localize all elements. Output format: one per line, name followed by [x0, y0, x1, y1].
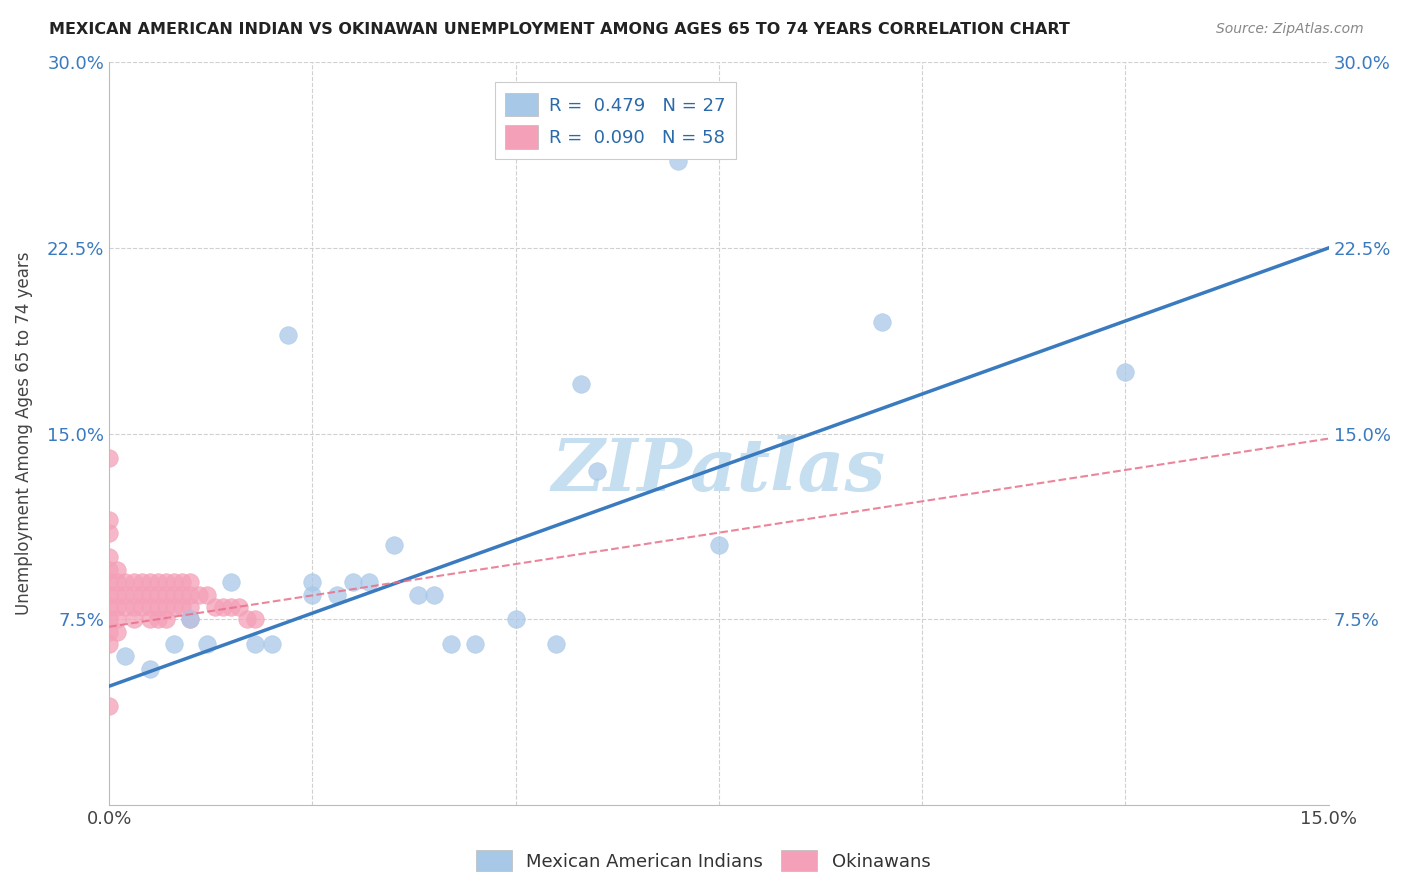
Point [122, 575, 145, 590]
Point [98, 588, 121, 602]
Point [440, 637, 463, 651]
Point [219, 599, 242, 614]
Point [163, 588, 186, 602]
Point [105, 588, 128, 602]
Point [105, 563, 128, 577]
Point [163, 637, 186, 651]
Point [114, 599, 136, 614]
Point [260, 637, 283, 651]
Point [423, 588, 446, 602]
Point [114, 575, 136, 590]
Point [146, 612, 169, 626]
Point [114, 588, 136, 602]
Point [277, 327, 299, 342]
Point [98, 563, 121, 577]
Point [114, 649, 136, 664]
Point [98, 451, 121, 466]
Point [146, 575, 169, 590]
Point [139, 599, 162, 614]
Point [98, 575, 121, 590]
Point [464, 637, 486, 651]
Point [155, 575, 177, 590]
Point [139, 575, 162, 590]
Point [342, 575, 364, 590]
Point [105, 599, 128, 614]
Point [870, 315, 893, 329]
Point [245, 637, 267, 651]
Point [98, 525, 121, 540]
Point [179, 612, 201, 626]
Legend: R =  0.479   N = 27, R =  0.090   N = 58: R = 0.479 N = 27, R = 0.090 N = 58 [495, 82, 735, 160]
Point [98, 599, 121, 614]
Point [301, 575, 323, 590]
Point [569, 377, 592, 392]
Point [505, 612, 527, 626]
Point [122, 599, 145, 614]
Point [98, 513, 121, 527]
Point [546, 637, 568, 651]
Point [98, 699, 121, 714]
Point [187, 588, 209, 602]
Point [172, 588, 194, 602]
Point [155, 599, 177, 614]
Point [301, 588, 323, 602]
Text: MEXICAN AMERICAN INDIAN VS OKINAWAN UNEMPLOYMENT AMONG AGES 65 TO 74 YEARS CORRE: MEXICAN AMERICAN INDIAN VS OKINAWAN UNEM… [49, 22, 1070, 37]
Y-axis label: Unemployment Among Ages 65 to 74 years: Unemployment Among Ages 65 to 74 years [15, 252, 32, 615]
Point [146, 588, 169, 602]
Point [179, 575, 201, 590]
Point [179, 612, 201, 626]
Point [172, 599, 194, 614]
Text: Source: ZipAtlas.com: Source: ZipAtlas.com [1216, 22, 1364, 37]
Point [586, 464, 609, 478]
Point [179, 588, 201, 602]
Point [146, 599, 169, 614]
Point [155, 588, 177, 602]
Point [98, 624, 121, 639]
Point [131, 588, 153, 602]
Point [707, 538, 730, 552]
Point [131, 575, 153, 590]
Point [326, 588, 349, 602]
Point [122, 588, 145, 602]
Point [172, 575, 194, 590]
Point [163, 599, 186, 614]
Point [212, 599, 235, 614]
Point [204, 599, 226, 614]
Point [228, 599, 250, 614]
Point [666, 154, 689, 169]
Point [122, 612, 145, 626]
Legend: Mexican American Indians, Okinawans: Mexican American Indians, Okinawans [468, 843, 938, 879]
Point [406, 588, 429, 602]
Text: ZIPatlas: ZIPatlas [553, 435, 886, 507]
Point [105, 612, 128, 626]
Point [98, 637, 121, 651]
Point [195, 637, 218, 651]
Point [139, 662, 162, 676]
Point [219, 575, 242, 590]
Point [139, 588, 162, 602]
Point [1114, 365, 1136, 379]
Point [236, 612, 259, 626]
Point [359, 575, 381, 590]
Point [195, 588, 218, 602]
Point [155, 612, 177, 626]
Point [179, 599, 201, 614]
Point [139, 612, 162, 626]
Point [98, 612, 121, 626]
Point [98, 550, 121, 565]
Point [131, 599, 153, 614]
Point [105, 624, 128, 639]
Point [245, 612, 267, 626]
Point [382, 538, 405, 552]
Point [163, 575, 186, 590]
Point [105, 575, 128, 590]
